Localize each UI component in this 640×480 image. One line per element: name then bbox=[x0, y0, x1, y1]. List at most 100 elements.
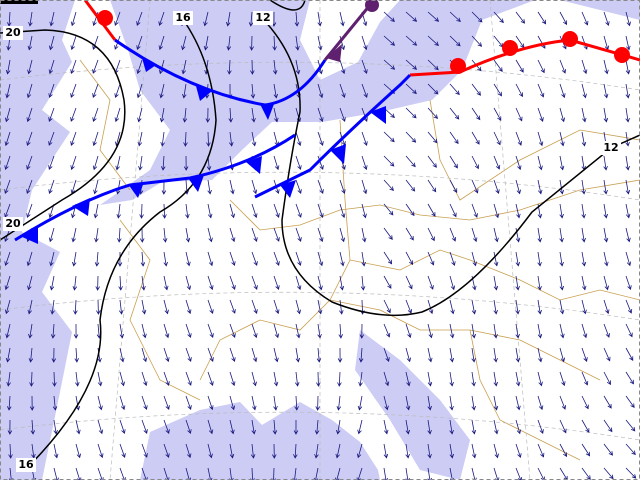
wind-arrow bbox=[427, 419, 432, 435]
wind-arrow bbox=[295, 179, 302, 194]
wind-arrow bbox=[405, 83, 417, 95]
isobar-label: 12 bbox=[603, 141, 618, 154]
wind-arrow bbox=[93, 203, 99, 219]
wind-arrow bbox=[97, 371, 103, 387]
wind-arrow bbox=[203, 11, 209, 27]
label-box bbox=[601, 141, 621, 155]
isobar-label: 16 bbox=[18, 458, 34, 471]
wind-arrow bbox=[537, 251, 542, 267]
wind-arrow bbox=[427, 227, 435, 242]
wind-arrow bbox=[4, 275, 11, 291]
wind-arrow bbox=[361, 83, 368, 98]
wind-arrow bbox=[493, 83, 502, 97]
wind-arrow bbox=[471, 131, 480, 145]
wind-arrow bbox=[493, 11, 504, 24]
wind-arrow bbox=[29, 371, 34, 387]
wind-arrow bbox=[94, 251, 100, 267]
wind-arrow bbox=[336, 395, 342, 411]
wind-arrow bbox=[405, 155, 416, 168]
wind-arrow bbox=[493, 131, 501, 146]
wind-arrow bbox=[141, 395, 148, 411]
isobar-label: 20 bbox=[5, 217, 21, 230]
wind-arrow bbox=[49, 275, 55, 291]
wind-arrow bbox=[50, 299, 55, 315]
wind-arrow bbox=[51, 347, 57, 363]
fronts bbox=[14, 0, 640, 244]
wind-arrow bbox=[581, 395, 589, 410]
label-box bbox=[253, 11, 273, 25]
wind-arrow bbox=[273, 251, 280, 266]
wind-arrow bbox=[207, 371, 214, 386]
wind-arrow bbox=[603, 299, 610, 315]
wind-arrow bbox=[229, 443, 235, 459]
wind-arrow bbox=[625, 203, 631, 219]
wind-arrow bbox=[295, 35, 300, 51]
wind-arrow bbox=[317, 131, 324, 146]
wind-arrow bbox=[603, 443, 614, 456]
wind-arrow bbox=[537, 227, 542, 243]
wind-arrow bbox=[515, 251, 521, 267]
wind-arrow bbox=[207, 179, 212, 195]
wind-arrow bbox=[625, 323, 633, 338]
wind-arrow bbox=[360, 275, 366, 291]
wind-arrow bbox=[427, 323, 433, 339]
border-line bbox=[79, 59, 131, 191]
wind-arrow bbox=[29, 395, 35, 411]
wind-arrow bbox=[294, 371, 300, 387]
wind-arrow bbox=[273, 347, 279, 363]
wind-arrow bbox=[227, 59, 232, 75]
wind-arrow bbox=[72, 275, 78, 291]
isobar bbox=[0, 29, 126, 241]
wind-arrow bbox=[603, 59, 609, 75]
wind-arrow bbox=[493, 395, 499, 411]
wind-arrow bbox=[163, 323, 170, 339]
wind-arrow bbox=[337, 371, 342, 387]
wind-arrow bbox=[73, 299, 78, 315]
wind-arrow bbox=[272, 59, 278, 75]
wind-arrow bbox=[493, 179, 500, 195]
wind-arrow bbox=[70, 155, 77, 171]
wind-arrow bbox=[317, 11, 322, 27]
wind-arrow bbox=[356, 467, 363, 480]
wind-arrow bbox=[383, 371, 390, 387]
wind-arrow bbox=[427, 395, 432, 411]
wind-arrow bbox=[30, 419, 36, 435]
wind-arrow bbox=[251, 107, 256, 123]
wind-arrow bbox=[537, 443, 545, 458]
wind-arrow bbox=[471, 395, 476, 411]
wind-arrow bbox=[603, 179, 608, 195]
wind-arrow bbox=[581, 419, 590, 433]
front-symbol bbox=[450, 58, 466, 74]
wind-arrow bbox=[581, 59, 588, 75]
wind-arrow bbox=[515, 299, 520, 315]
wind-arrow bbox=[493, 419, 499, 435]
wind-arrow bbox=[250, 83, 256, 99]
wind-arrow bbox=[515, 227, 521, 243]
wind-arrow bbox=[581, 467, 591, 480]
wind-arrow bbox=[337, 347, 343, 363]
wind-arrow bbox=[70, 35, 77, 51]
wind-arrow bbox=[181, 35, 187, 51]
wind-arrow bbox=[185, 395, 192, 410]
wind-arrow bbox=[603, 419, 613, 433]
wind-arrow bbox=[119, 323, 125, 339]
wind-arrow bbox=[97, 419, 104, 435]
wind-arrow bbox=[361, 155, 368, 171]
wind-arrow bbox=[295, 227, 302, 242]
front-symbol bbox=[20, 226, 38, 244]
wind-arrow bbox=[515, 179, 521, 195]
wind-arrow bbox=[206, 131, 211, 147]
wind-arrow bbox=[493, 59, 503, 73]
wind-arrow bbox=[581, 131, 587, 147]
isobar-label: 20 bbox=[5, 26, 21, 39]
wind-arrow bbox=[427, 11, 440, 22]
wind-arrow bbox=[559, 131, 565, 147]
wind-arrow bbox=[295, 323, 301, 339]
wind-arrow bbox=[581, 107, 587, 123]
wind-arrow bbox=[48, 131, 55, 146]
border-line bbox=[469, 329, 581, 461]
wind-arrow bbox=[94, 227, 99, 243]
wind-arrow bbox=[625, 419, 636, 432]
front-symbol bbox=[72, 198, 90, 216]
